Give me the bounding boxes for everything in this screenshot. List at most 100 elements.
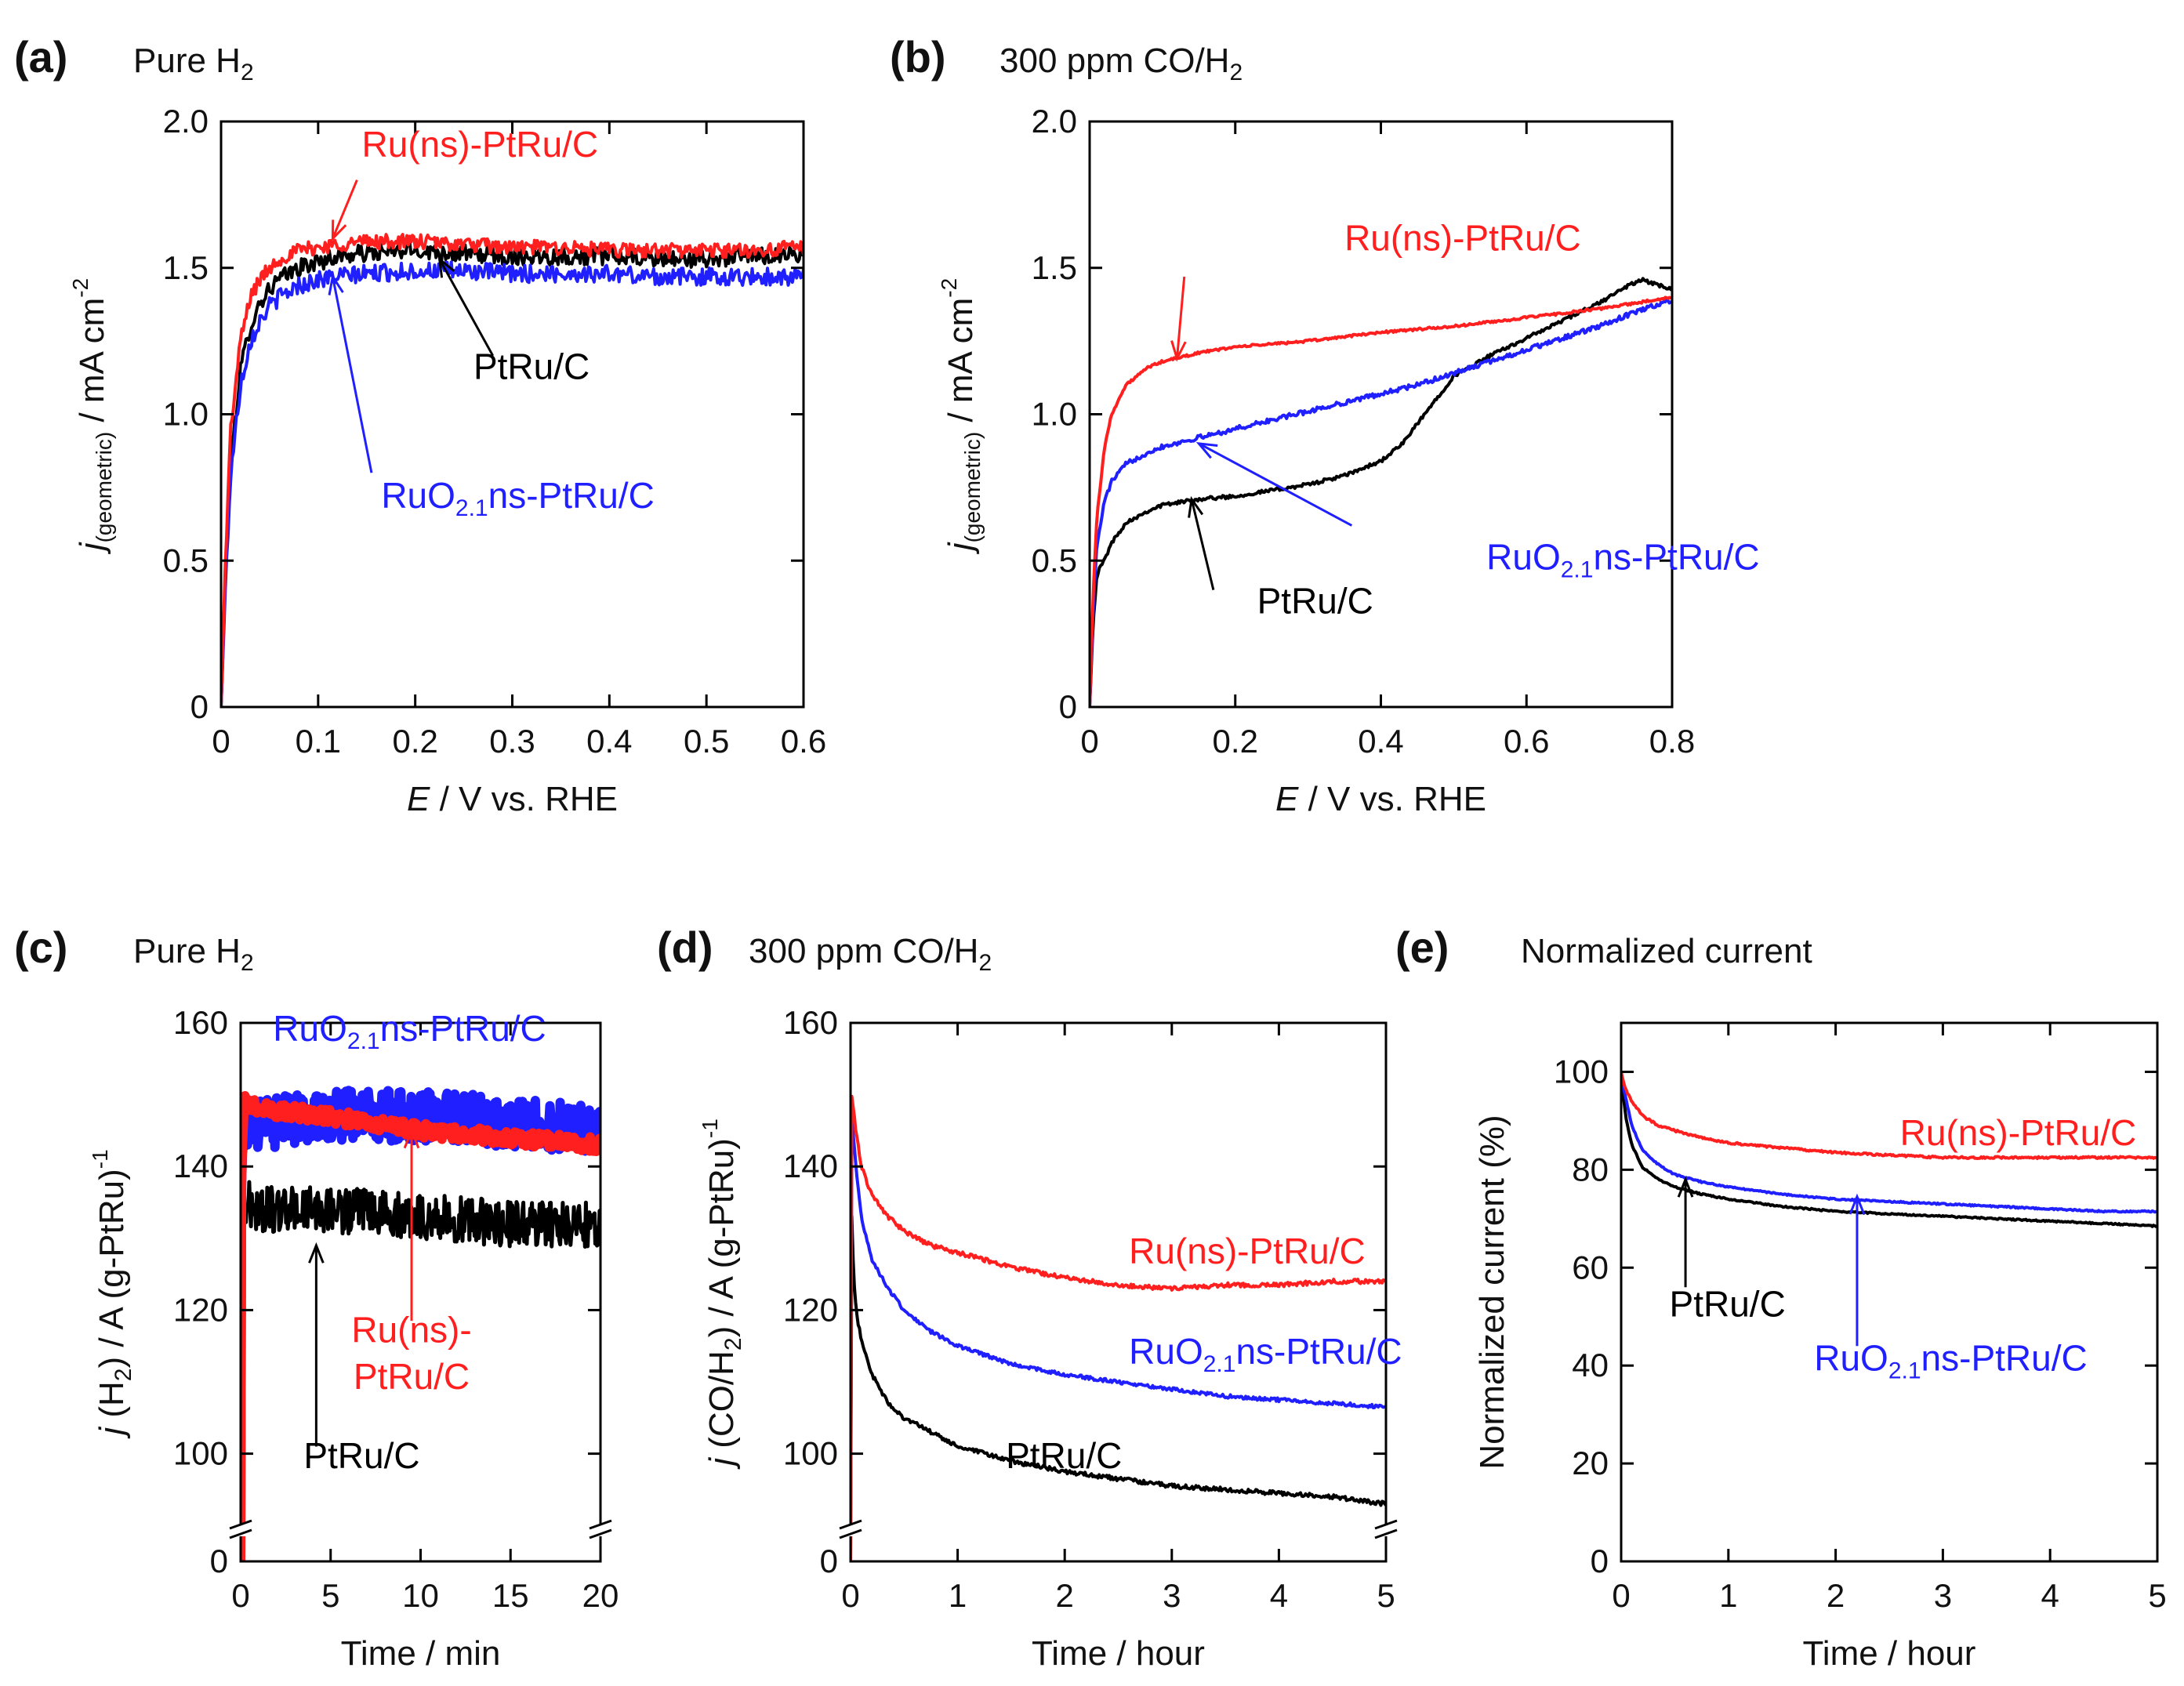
x-tick-label: 5 [321,1577,339,1614]
x-tick-label: 0 [231,1577,249,1614]
annotation-label: RuO2.1ns-PtRu/C [273,1008,546,1054]
panel-label: (c) [14,923,67,972]
x-tick-label: 2 [1827,1577,1845,1614]
annotation-arrow-line [1175,276,1186,359]
y-tick-label: 0 [1059,688,1077,725]
x-tick-label: 0.2 [1213,723,1258,760]
annotation-arrow-head [331,219,347,242]
annotation-arrow-head [1848,1193,1866,1215]
axis-break-mark [839,1528,862,1539]
panel-c: (c) Pure H2 0 5 10 15 20 0 100 120 140 160 Time / mi… [14,923,619,1673]
y-axis-label: j(geometric) / mA cm-2 [937,278,985,554]
annotation-arrow-head [308,1242,325,1264]
x-axis-label: E / V vs. RHE [407,780,618,818]
y-tick-label: 0.5 [1032,542,1077,578]
series-line-Ru(ns)-PtRu/C [241,1091,600,1561]
series-line-Ru(ns)-PtRu/C [851,1094,1386,1561]
y-tick-label: 0 [190,688,209,725]
plot-frame [849,1021,1388,1563]
x-tick-label: 0.6 [1504,723,1549,760]
x-axis-label: Time / hour [1803,1634,1976,1673]
panel-title: 300 ppm CO/H2 [999,42,1243,85]
series-line-Ru(ns)-PtRu/C [1621,1070,2157,1160]
panel-e: (e) Normalized current 0 1 2 3 4 5 0 20 40 60 80 100 T… [1395,923,2167,1673]
series-line-PtRu/C [1621,1070,2157,1228]
x-tick-label: 15 [492,1577,529,1614]
x-tick-label: 3 [1934,1577,1952,1614]
x-tick-label: 4 [2041,1577,2059,1614]
y-tick-label: 20 [1572,1445,1609,1481]
y-tick-label: 1.0 [1032,396,1077,433]
series-line-PtRu/C [221,241,804,707]
y-tick-label: 1.0 [163,396,209,433]
panel-label: (b) [890,32,946,82]
x-tick-label: 0 [1612,1577,1630,1614]
annotation-arrow-head [1188,495,1204,518]
x-tick-label: 0 [1080,723,1098,760]
axis-break-mark [229,1519,252,1530]
x-tick-label: 0 [841,1577,859,1614]
annotation-arrow-line [438,258,495,357]
annotation-label: PtRu/C [473,346,590,387]
y-tick-label: 2.0 [163,103,209,140]
y-tick-label: 160 [173,1004,228,1041]
annotation-label: Ru(ns)-PtRu/C [1129,1231,1366,1271]
annotation-arrow-head [437,256,455,278]
x-tick-label: 0.8 [1649,723,1695,760]
axis-break-mark [1374,1519,1398,1530]
axis-break-mark [229,1528,252,1539]
annotation-arrow-line [331,276,373,473]
y-tick-label: 120 [783,1291,838,1328]
series-line-Ru(ns)-PtRu/C [1090,296,1672,707]
panel-d: (d) 300 ppm CO/H2 0 1 2 3 4 5 0 100 120 140 160 Time … [657,923,1402,1673]
annotation-arrow-head [328,273,344,296]
annotation-label: RuO2.1ns-PtRu/C [1814,1337,2087,1383]
panel-label: (a) [14,32,67,82]
y-tick-label: 60 [1572,1249,1609,1285]
series-line-PtRu/C [241,1180,600,1561]
x-tick-label: 0.3 [489,723,535,760]
annotation-label: Ru(ns)-PtRu/C [1344,217,1581,258]
y-tick-label: 0.5 [163,542,209,578]
annotation-label: PtRu/C [1257,580,1373,621]
y-axis-label: j (CO/H2) / A (g-PtRu)-1 [698,1119,746,1470]
x-tick-label: 0.2 [392,723,437,760]
y-tick-label: 120 [173,1291,228,1328]
annotation-label: RuO2.1ns-PtRu/C [1486,536,1759,582]
x-tick-label: 0.6 [781,723,826,760]
series-line-PtRu/C [851,1214,1386,1561]
annotation-label: PtRu/C [354,1356,470,1397]
axis-break-mark [839,1519,862,1530]
y-tick-label: 0 [820,1543,838,1579]
panel-label: (e) [1395,923,1449,972]
plot-frame [219,120,805,709]
annotation-label: RuO2.1ns-PtRu/C [1129,1331,1402,1377]
panel-title: Pure H2 [133,42,254,85]
annotation-label: Ru(ns)-PtRu/C [362,124,599,165]
y-tick-label: 40 [1572,1347,1609,1383]
annotation-arrow-head [403,1127,420,1149]
panel-b: (b) 300 ppm CO/H2 0 0.2 0.4 0.6 0.8 0 0.5 1.0 1.5 2… [890,32,1760,818]
x-tick-label: 1 [949,1577,967,1614]
annotation-label: Ru(ns)-PtRu/C [1900,1112,2137,1153]
x-tick-label: 3 [1163,1577,1181,1614]
axis-break-mark [1374,1528,1398,1539]
annotation-arrow-line [1190,499,1215,590]
axis-break-mark [589,1519,612,1530]
y-axis-label: j (H2) / A (g-PtRu)-1 [88,1149,136,1438]
x-tick-label: 20 [582,1577,619,1614]
x-axis-label: Time / min [341,1634,501,1673]
x-tick-label: 10 [402,1577,439,1614]
panel-title: 300 ppm CO/H2 [749,932,992,976]
x-axis-label: Time / hour [1032,1634,1205,1673]
series-line-RuO2.1ns-PtRu/C [1621,1070,2157,1214]
x-tick-label: 4 [1270,1577,1288,1614]
y-tick-label: 100 [1554,1053,1609,1090]
annotation-arrow-head [1170,340,1187,362]
y-tick-label: 100 [173,1435,228,1472]
panel-label: (d) [657,923,713,972]
panel-title: Pure H2 [133,932,254,976]
series-line-RuO2.1ns-PtRu/C [221,260,804,707]
x-tick-label: 5 [2148,1577,2166,1614]
x-tick-label: 0.4 [1358,723,1403,760]
